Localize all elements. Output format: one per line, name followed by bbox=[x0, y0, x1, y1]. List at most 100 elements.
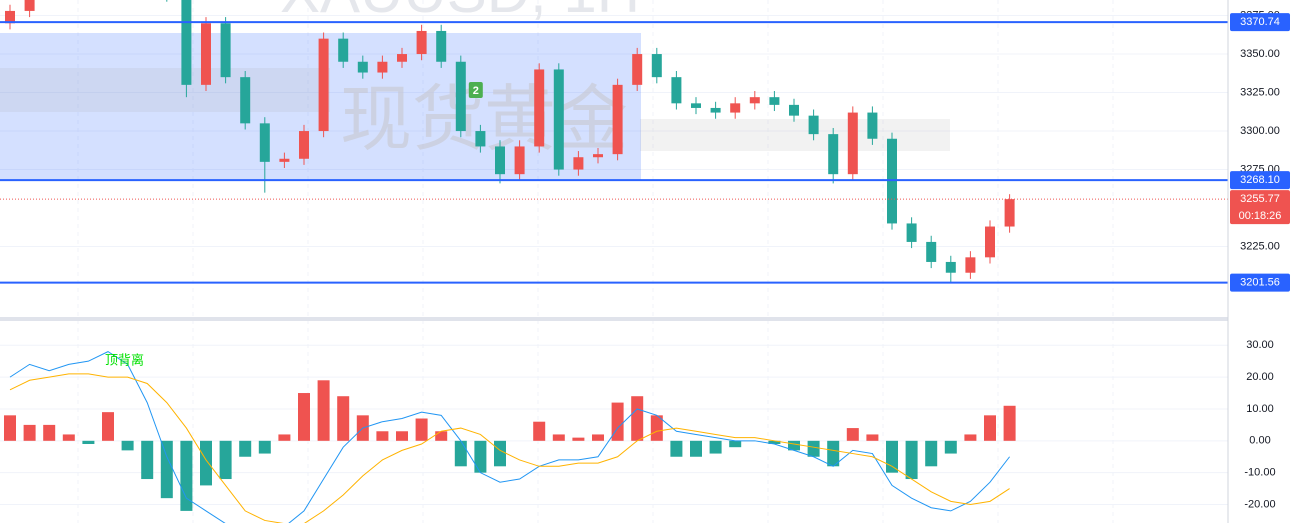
watermark-band bbox=[0, 68, 330, 112]
macd-line bbox=[9, 373, 1010, 523]
marker-box bbox=[468, 82, 483, 98]
y-tick-label: 3325.00 bbox=[1240, 86, 1280, 98]
candle-body bbox=[847, 112, 858, 175]
pane-separator bbox=[0, 317, 1228, 321]
candle-body bbox=[259, 123, 270, 162]
candle-body bbox=[357, 61, 368, 73]
macd-bar bbox=[239, 440, 252, 457]
macd-bar bbox=[121, 440, 134, 451]
macd-bar bbox=[337, 396, 350, 441]
level-tag bbox=[1230, 273, 1290, 292]
watermark: XAUUSD, 1H bbox=[280, 0, 640, 25]
candle-body bbox=[534, 69, 545, 147]
macd-bar bbox=[494, 440, 506, 467]
candle-body bbox=[710, 107, 721, 113]
macd-bar bbox=[298, 393, 310, 441]
macd-bar bbox=[23, 424, 36, 441]
candle-body bbox=[338, 38, 349, 62]
macd-bar bbox=[905, 440, 918, 480]
macd-bar bbox=[454, 440, 467, 467]
last-price-label: 3255.77 bbox=[1240, 193, 1280, 205]
candle-body bbox=[181, 0, 192, 85]
y-tick-label: -20.00 bbox=[1244, 498, 1275, 510]
y-tick-label: 20.00 bbox=[1246, 371, 1274, 383]
macd-bar bbox=[278, 434, 291, 441]
annotation: 顶背离 bbox=[105, 352, 144, 367]
macd-bar bbox=[141, 440, 154, 480]
level-tag bbox=[1230, 171, 1290, 190]
macd-bar bbox=[846, 428, 859, 441]
countdown: 00:18:26 bbox=[1239, 210, 1282, 222]
candle-body bbox=[828, 134, 839, 175]
macd-bar bbox=[533, 421, 546, 441]
candle-body bbox=[1004, 199, 1015, 227]
macd-bar bbox=[219, 440, 232, 480]
candle-body bbox=[749, 97, 760, 104]
candle-body bbox=[985, 226, 995, 258]
macd-bar bbox=[944, 440, 957, 454]
macd-bar bbox=[768, 440, 781, 445]
candle-body bbox=[5, 10, 15, 24]
candle-body bbox=[436, 30, 447, 62]
macd-bar bbox=[396, 431, 408, 441]
macd-bar bbox=[474, 440, 487, 473]
macd-bar bbox=[1003, 405, 1016, 441]
candle-body bbox=[691, 103, 701, 108]
candle-body bbox=[769, 97, 780, 105]
candle-body bbox=[632, 54, 643, 85]
candle-body bbox=[965, 257, 976, 273]
y-tick-label: 3350.00 bbox=[1240, 48, 1280, 60]
macd-bar bbox=[552, 434, 565, 441]
candle-body bbox=[945, 261, 956, 273]
candle-body bbox=[220, 23, 231, 78]
macd-bar bbox=[82, 440, 95, 445]
macd-bar bbox=[572, 437, 585, 441]
last-price-tag bbox=[1230, 190, 1290, 225]
candle-body bbox=[593, 154, 603, 158]
y-tick-label: 3225.00 bbox=[1240, 240, 1280, 252]
candle-body bbox=[455, 61, 466, 132]
macd-bar bbox=[709, 440, 722, 454]
candle-body bbox=[201, 23, 211, 85]
macd-bar bbox=[729, 440, 742, 448]
watermark-band bbox=[640, 119, 950, 151]
macd-bar bbox=[62, 434, 75, 441]
candle-body bbox=[612, 84, 623, 155]
macd-bar bbox=[631, 396, 644, 441]
candle-body bbox=[867, 112, 878, 139]
macd-bar bbox=[650, 415, 663, 441]
macd-bar bbox=[925, 440, 938, 467]
candle-body bbox=[495, 146, 505, 175]
candle-body bbox=[553, 69, 564, 170]
level-label: 3201.56 bbox=[1240, 277, 1280, 289]
candle-body bbox=[279, 158, 290, 162]
y-tick-label: 10.00 bbox=[1246, 403, 1274, 415]
macd-bar bbox=[180, 440, 193, 511]
candle-body bbox=[651, 54, 662, 78]
macd-bar bbox=[258, 440, 271, 454]
macd-bar bbox=[670, 440, 683, 457]
candle-body bbox=[240, 77, 251, 124]
macd-bar bbox=[984, 415, 996, 441]
candle-body bbox=[299, 131, 309, 159]
candle-body bbox=[318, 38, 329, 132]
candle-body bbox=[808, 115, 819, 135]
macd-bar bbox=[807, 440, 820, 457]
level-label: 3268.10 bbox=[1240, 174, 1280, 186]
candle-body bbox=[416, 30, 427, 55]
level-tag bbox=[1230, 13, 1290, 32]
y-tick-label: -10.00 bbox=[1244, 467, 1275, 479]
candle-body bbox=[475, 131, 486, 147]
candle-body bbox=[397, 54, 407, 62]
macd-bar bbox=[611, 402, 624, 441]
y-tick-label: 3300.00 bbox=[1240, 125, 1280, 137]
macd-bar bbox=[827, 440, 840, 467]
macd-bar bbox=[690, 440, 702, 457]
macd-bar bbox=[435, 431, 448, 441]
candle-body bbox=[789, 104, 799, 116]
macd-bar bbox=[415, 418, 428, 441]
watermark-cn: 现货黄金 bbox=[340, 80, 628, 160]
y-tick-label: 0.00 bbox=[1249, 435, 1270, 447]
macd-line bbox=[9, 351, 1010, 523]
